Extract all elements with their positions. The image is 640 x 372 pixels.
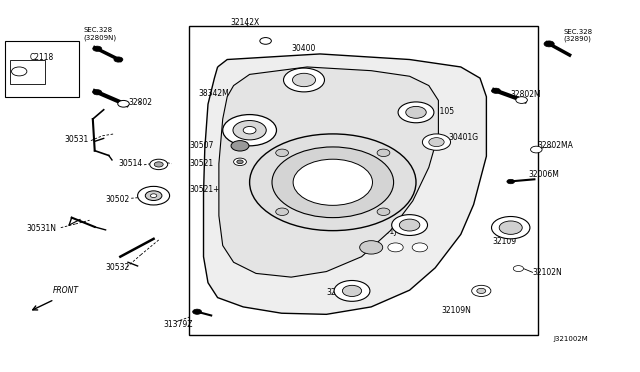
- Text: 30400: 30400: [291, 44, 316, 53]
- Text: 30531N: 30531N: [27, 224, 57, 233]
- Circle shape: [150, 194, 157, 198]
- Text: 3210B: 3210B: [384, 100, 408, 109]
- Text: 32802MA: 32802MA: [538, 141, 573, 150]
- Circle shape: [260, 38, 271, 44]
- Text: 30401J: 30401J: [370, 227, 396, 236]
- Circle shape: [237, 160, 243, 164]
- Circle shape: [492, 88, 500, 93]
- Circle shape: [531, 146, 542, 153]
- Text: 32105: 32105: [430, 107, 454, 116]
- Circle shape: [360, 241, 383, 254]
- Circle shape: [492, 217, 530, 239]
- Text: 32105: 32105: [326, 288, 351, 296]
- Text: 32006M: 32006M: [528, 170, 559, 179]
- Circle shape: [12, 67, 27, 76]
- Circle shape: [118, 100, 129, 107]
- Circle shape: [499, 221, 522, 234]
- Circle shape: [93, 90, 102, 95]
- Circle shape: [399, 219, 420, 231]
- Circle shape: [516, 97, 527, 103]
- Text: 30521: 30521: [189, 159, 214, 168]
- Circle shape: [145, 191, 162, 201]
- Bar: [5, 41, 79, 97]
- Circle shape: [276, 149, 289, 157]
- Text: SEC.328
(32890): SEC.328 (32890): [563, 29, 593, 42]
- Text: 30532: 30532: [106, 263, 130, 272]
- Circle shape: [231, 141, 249, 151]
- Circle shape: [472, 285, 491, 296]
- Circle shape: [406, 106, 426, 118]
- Circle shape: [138, 186, 170, 205]
- Bar: [10, 60, 45, 84]
- Text: 30521+A: 30521+A: [189, 185, 225, 194]
- Text: J321002M: J321002M: [554, 336, 588, 342]
- Circle shape: [392, 215, 428, 235]
- Circle shape: [243, 126, 256, 134]
- Circle shape: [193, 309, 202, 314]
- PathPatch shape: [219, 67, 438, 277]
- Text: 30514: 30514: [118, 159, 143, 168]
- Circle shape: [293, 159, 372, 205]
- Circle shape: [513, 266, 524, 272]
- Circle shape: [233, 121, 266, 140]
- Circle shape: [377, 208, 390, 215]
- Circle shape: [477, 288, 486, 294]
- Circle shape: [412, 243, 428, 252]
- Circle shape: [507, 179, 515, 184]
- Text: 30502: 30502: [106, 195, 130, 203]
- Circle shape: [377, 149, 390, 157]
- Circle shape: [292, 73, 316, 87]
- Circle shape: [272, 147, 394, 218]
- Circle shape: [150, 159, 168, 170]
- Text: 30401G: 30401G: [448, 133, 478, 142]
- Circle shape: [223, 115, 276, 146]
- Circle shape: [93, 46, 102, 51]
- Text: 32102N: 32102N: [532, 268, 562, 277]
- Text: 31379Z: 31379Z: [163, 320, 193, 329]
- Text: 32802: 32802: [128, 98, 152, 107]
- Circle shape: [114, 57, 123, 62]
- PathPatch shape: [204, 54, 486, 314]
- Circle shape: [284, 68, 324, 92]
- Circle shape: [398, 102, 434, 123]
- Text: C2118: C2118: [29, 53, 54, 62]
- Text: 30507: 30507: [189, 141, 214, 150]
- Text: 38342M: 38342M: [198, 89, 229, 97]
- Text: FRONT: FRONT: [52, 286, 79, 295]
- Circle shape: [388, 243, 403, 252]
- Text: 32109N: 32109N: [442, 306, 472, 315]
- Circle shape: [422, 134, 451, 150]
- Circle shape: [154, 162, 163, 167]
- Text: SEC.328
(32809N): SEC.328 (32809N): [83, 28, 116, 41]
- Text: 32142X: 32142X: [230, 18, 260, 27]
- Circle shape: [334, 280, 370, 301]
- Text: 32109: 32109: [493, 237, 517, 246]
- Text: 32802M: 32802M: [511, 90, 541, 99]
- Bar: [189, 26, 538, 335]
- Circle shape: [429, 138, 444, 147]
- Circle shape: [544, 41, 554, 47]
- Circle shape: [250, 134, 416, 231]
- Text: 30531: 30531: [64, 135, 88, 144]
- Circle shape: [342, 285, 362, 296]
- Circle shape: [234, 158, 246, 166]
- Circle shape: [276, 208, 289, 215]
